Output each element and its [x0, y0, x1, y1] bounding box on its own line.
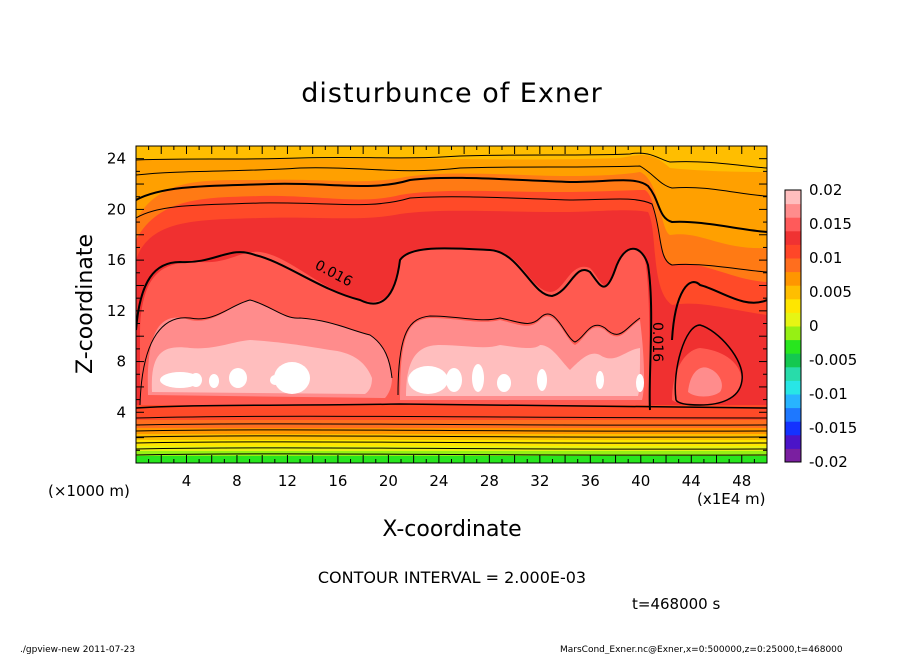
- colorbar: [784, 189, 802, 463]
- colorbar-swatch: [785, 203, 801, 218]
- colorbar-swatch: [785, 258, 801, 273]
- y-tick-group: 4 8 12 16 20 24: [107, 145, 767, 464]
- y-tick-label: 16: [107, 251, 126, 269]
- y-axis-label: Z-coordinate: [73, 234, 98, 374]
- colorbar-swatch: [785, 190, 801, 205]
- x-tick-label: 28: [480, 472, 499, 490]
- colorbar-label: 0.005: [809, 283, 852, 301]
- colorbar-labels: 0.02 0.015 0.01 0.005 0 -0.005 -0.01 -0.015 -0.0…: [809, 181, 857, 471]
- colorbar-swatch: [785, 285, 801, 300]
- x-tick-label: 24: [429, 472, 448, 490]
- colorbar-label: 0.01: [809, 249, 842, 267]
- x-tick-label: 8: [232, 472, 242, 490]
- y-tick-label: 4: [116, 403, 126, 421]
- colorbar-label: -0.01: [809, 385, 848, 403]
- contour-plot-area: 0.016 0.016: [136, 146, 767, 463]
- colorbar-label: 0.02: [809, 181, 842, 199]
- y-tick-label: 12: [107, 302, 126, 320]
- colorbar-label: -0.005: [809, 351, 857, 369]
- x-tick-label: 48: [732, 472, 751, 490]
- white-blobs: [160, 362, 644, 394]
- colorbar-label: 0: [809, 317, 819, 335]
- x-tick-label: 44: [682, 472, 701, 490]
- colorbar-swatch: [785, 217, 801, 232]
- colorbar-swatch: [785, 230, 801, 245]
- colorbar-swatch: [785, 434, 801, 449]
- y-tick-label: 20: [107, 200, 126, 218]
- colorbar-swatch: [785, 271, 801, 286]
- colorbar-swatch: [785, 298, 801, 313]
- colorbar-swatch: [785, 339, 801, 354]
- footer-right: MarsCond_Exner.nc@Exner,x=0:500000,z=0:2…: [560, 645, 843, 654]
- layer-top-darkyellow: [136, 146, 767, 172]
- colorbar-swatch: [785, 366, 801, 381]
- colorbar-label: -0.015: [809, 419, 857, 437]
- colorbar-label: -0.02: [809, 453, 848, 471]
- bottom-bands: [136, 405, 767, 463]
- x-tick-label: 12: [278, 472, 297, 490]
- colorbar-swatch: [785, 326, 801, 341]
- time-text: t=468000 s: [632, 595, 720, 613]
- colorbar-swatch: [785, 312, 801, 327]
- footer-left: ./gpview-new 2011-07-23: [20, 645, 135, 654]
- colorbar-swatch: [785, 448, 801, 463]
- colorbar-swatch: [785, 407, 801, 422]
- y-tick-label: 8: [116, 353, 126, 371]
- contour-label: 0.016: [649, 322, 665, 362]
- colorbar-frame: [784, 189, 802, 463]
- x-axis-label: X-coordinate: [382, 517, 521, 542]
- contour-lines: [136, 152, 767, 456]
- layer-local-light-red: [688, 367, 722, 397]
- colorbar-swatch: [785, 421, 801, 436]
- colorbar-label: 0.015: [809, 215, 852, 233]
- colorbar-swatch: [785, 380, 801, 395]
- x-tick-group: 4 8 12 16 20 24 28 32 36 40 44 48: [135, 146, 768, 490]
- y-tick-label: 24: [107, 150, 126, 168]
- x-unit-label-2: (x1E4 m): [697, 490, 766, 508]
- x-tick-label: 40: [631, 472, 650, 490]
- contour-interval-text: CONTOUR INTERVAL = 2.000E-03: [318, 568, 586, 587]
- chart-title: disturbunce of Exner: [301, 78, 602, 109]
- x-tick-label: 20: [379, 472, 398, 490]
- x-tick-label: 4: [182, 472, 192, 490]
- colorbar-swatch: [785, 394, 801, 409]
- x-unit-label: (×1000 m): [48, 482, 130, 500]
- x-tick-label: 32: [530, 472, 549, 490]
- colorbar-swatch: [785, 353, 801, 368]
- colorbar-swatch: [785, 244, 801, 259]
- x-tick-label: 36: [581, 472, 600, 490]
- x-tick-label: 16: [328, 472, 347, 490]
